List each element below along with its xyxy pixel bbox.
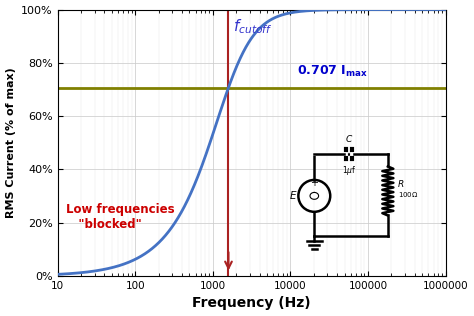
X-axis label: Frequency (Hz): Frequency (Hz) (192, 296, 311, 310)
Text: $f_{cutoff}$: $f_{cutoff}$ (233, 18, 273, 36)
Text: $\mathbf{0.707\ I_{max}}$: $\mathbf{0.707\ I_{max}}$ (297, 64, 367, 79)
Text: Low frequencies
   "blocked": Low frequencies "blocked" (66, 204, 175, 231)
Y-axis label: RMS Current (% of max): RMS Current (% of max) (6, 67, 16, 218)
